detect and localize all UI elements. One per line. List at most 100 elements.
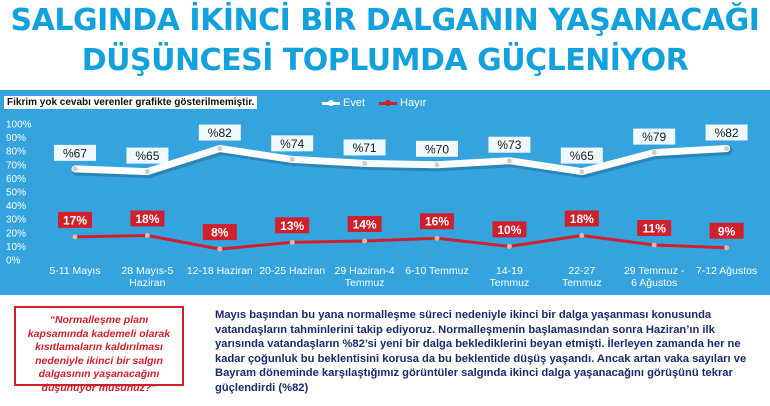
y-tick-label: 10%: [6, 242, 26, 253]
evet-data-label: %71: [353, 141, 377, 155]
survey-question: “Normalleşme planı kapsamında kademeli o…: [27, 314, 171, 394]
evet-point: [72, 166, 78, 172]
evet-label-bg: [705, 124, 748, 141]
x-tick-label: 29 Haziran-4: [335, 265, 395, 277]
hayir-point: [72, 234, 78, 240]
chart-legend: Evet Hayır: [322, 97, 426, 109]
hayir-data-label: 16%: [425, 215, 449, 229]
hayir-data-label: 8%: [211, 226, 229, 240]
page-title-line-2: DÜŞÜNCESİ TOPLUMDA GÜÇLENİYOR: [81, 43, 689, 78]
hayir-data-label: 13%: [280, 219, 304, 233]
legend-swatch-evet: [322, 99, 340, 106]
hayir-data-label: 10%: [497, 223, 521, 237]
hayir-point: [724, 245, 730, 251]
y-tick-label: 100%: [6, 120, 32, 131]
evet-point: [362, 160, 368, 166]
x-tick-label: Temmuz: [562, 277, 602, 289]
chart-background: [0, 90, 770, 295]
x-tick-label: 20-25 Haziran: [259, 265, 325, 277]
page-title-line-1: SALGINDA İKİNCİ BİR DALGANIN YAŞANACAĞI: [10, 3, 760, 38]
evet-series-line: [71, 145, 731, 176]
y-tick-label: 20%: [6, 228, 26, 239]
x-tick-label: 12-18 Haziran: [187, 265, 253, 277]
x-tick-label: 5-11 Mayıs: [49, 265, 100, 277]
article-body-text: Mayıs başından bu yana normalleşme sürec…: [215, 309, 747, 394]
x-tick-label: 6-10 Temmuz: [405, 265, 468, 277]
y-tick-label: 60%: [6, 174, 26, 185]
evet-label-bg: [343, 139, 386, 156]
evet-point: [506, 158, 512, 164]
hayir-label-bg: [347, 215, 382, 232]
x-tick-label: 28 Mayıs-5: [121, 265, 173, 277]
hayir-label-bg: [420, 213, 454, 230]
evet-point: [724, 145, 730, 151]
x-tick-label: 7-12 Ağustos: [696, 265, 757, 277]
evet-point: [289, 156, 295, 162]
evet-data-label: %67: [63, 146, 87, 160]
evet-data-label: %82: [715, 126, 739, 140]
evet-data-label: %65: [570, 149, 594, 163]
y-tick-label: 30%: [6, 215, 26, 226]
x-tick-label: 14-19: [496, 265, 523, 277]
evet-label-bg: [54, 144, 96, 161]
evet-label-bg: [198, 124, 241, 141]
chart-note: Fikrim yok cevabı verenler grafikte göst…: [4, 96, 258, 109]
hayir-label-bg: [130, 210, 165, 227]
hayir-point: [506, 243, 512, 249]
evet-label-bg: [271, 135, 314, 152]
evet-data-label: %79: [642, 130, 666, 144]
y-tick-label: 80%: [6, 147, 26, 158]
legend-label-evet: Evet: [343, 97, 366, 109]
hayir-data-label: 17%: [63, 213, 87, 227]
legend-label-hayir: Hayır: [400, 97, 427, 109]
hayir-point: [434, 235, 440, 241]
x-tick-label: 22-27: [568, 265, 595, 277]
hayir-data-label: 11%: [643, 222, 667, 236]
y-tick-label: 40%: [6, 201, 26, 212]
evet-label-bg: [488, 136, 531, 153]
x-tick-label: Temmuz: [345, 277, 385, 289]
hayir-label-bg: [492, 221, 527, 238]
y-tick-label: 50%: [6, 188, 26, 199]
hayir-label-bg: [58, 211, 92, 228]
x-tick-label: 6 Ağustos: [631, 277, 677, 289]
hayir-label-bg: [202, 224, 237, 241]
evet-label-bg: [560, 147, 603, 164]
evet-label-bg: [416, 140, 458, 157]
y-tick-label: 70%: [6, 160, 26, 171]
x-tick-label: Haziran: [129, 277, 165, 289]
hayir-label-bg: [637, 220, 672, 237]
hayir-label-bg: [709, 222, 744, 239]
hayir-point: [651, 242, 657, 248]
y-tick-label: 90%: [6, 133, 26, 144]
evet-data-label: %70: [425, 142, 449, 156]
hayir-series-line: [73, 234, 729, 251]
hayir-point: [217, 246, 223, 252]
x-tick-label: Temmuz: [490, 277, 530, 289]
evet-data-label: %65: [135, 149, 159, 163]
evet-point: [651, 150, 657, 156]
evet-point: [217, 145, 223, 151]
legend-swatch-hayir: [379, 99, 398, 106]
hayir-point: [289, 239, 295, 245]
hayir-point: [144, 233, 150, 239]
hayir-data-label: 14%: [353, 217, 377, 231]
evet-point: [144, 169, 150, 175]
hayir-point: [362, 238, 368, 244]
hayir-label-bg: [275, 217, 310, 234]
hayir-data-label: 18%: [570, 212, 594, 226]
evet-label-bg: [126, 147, 169, 164]
evet-label-bg: [633, 128, 676, 145]
evet-point: [579, 169, 585, 175]
hayir-label-bg: [564, 210, 599, 227]
hayir-point: [579, 233, 585, 239]
evet-data-label: %73: [497, 138, 521, 152]
evet-data-label: %74: [280, 137, 304, 151]
evet-data-label: %82: [208, 126, 232, 140]
hayir-data-label: 18%: [135, 212, 159, 226]
evet-point: [434, 162, 440, 168]
x-tick-label: 29 Temmuz -: [624, 265, 685, 277]
y-tick-label: 0%: [6, 256, 21, 267]
survey-question-box: “Normalleşme planı kapsamında kademeli o…: [14, 306, 184, 394]
line-chart: 0% 10% 20% 30% 40% 50% 60% 70% 80% 90% 100% 5-11 Ma…: [6, 120, 757, 290]
